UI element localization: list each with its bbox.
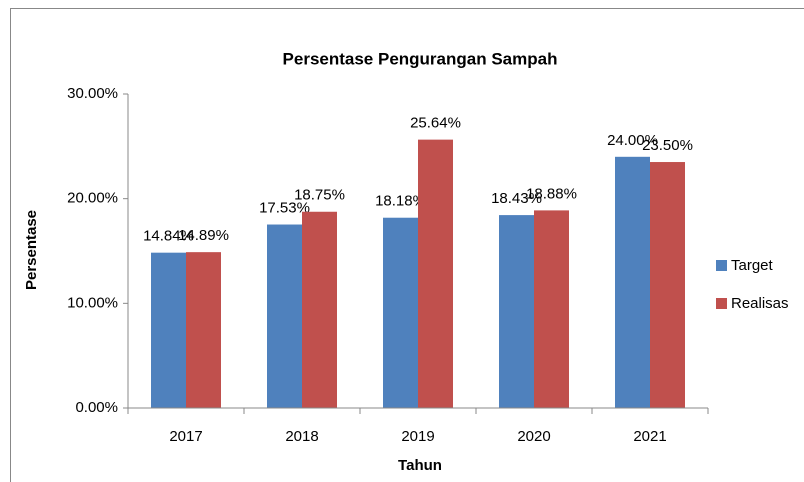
bar (418, 139, 453, 408)
data-label: 23.50% (642, 137, 693, 154)
data-label: 18.75% (294, 187, 345, 204)
chart-title: Persentase Pengurangan Sampah (283, 49, 558, 68)
data-label: 25.64% (410, 115, 461, 132)
y-tick-label: 0.00% (75, 399, 118, 416)
data-label: 14.89% (178, 227, 229, 244)
x-tick-label: 2019 (401, 428, 434, 445)
bar (499, 215, 534, 408)
chart-border (10, 8, 804, 482)
bar (302, 211, 337, 408)
bar (534, 210, 569, 408)
data-label: 14.84% (143, 228, 194, 245)
data-label: 24.00% (607, 132, 658, 149)
x-tick-label: 2020 (517, 428, 550, 445)
x-tick-label: 2018 (285, 428, 318, 445)
bar (650, 162, 685, 408)
bar (186, 252, 221, 408)
bar (615, 156, 650, 408)
data-label: 17.53% (259, 199, 310, 216)
y-tick-label: 20.00% (67, 190, 118, 207)
data-label: 18.88% (526, 185, 577, 202)
data-label: 18.18% (375, 193, 426, 210)
legend-swatch (716, 260, 727, 271)
bar (267, 224, 302, 408)
bar (383, 217, 418, 408)
y-tick-label: 10.00% (67, 294, 118, 311)
legend-label: Realisas (731, 295, 789, 312)
x-tick-label: 2021 (633, 428, 666, 445)
legend-label: Target (731, 257, 774, 274)
data-label: 18.43% (491, 190, 542, 207)
bar (151, 252, 186, 408)
legend-swatch (716, 298, 727, 309)
x-tick-label: 2017 (169, 428, 202, 445)
x-axis-label: Tahun (398, 457, 442, 474)
y-axis-label: Persentase (23, 210, 40, 290)
y-tick-label: 30.00% (67, 85, 118, 102)
